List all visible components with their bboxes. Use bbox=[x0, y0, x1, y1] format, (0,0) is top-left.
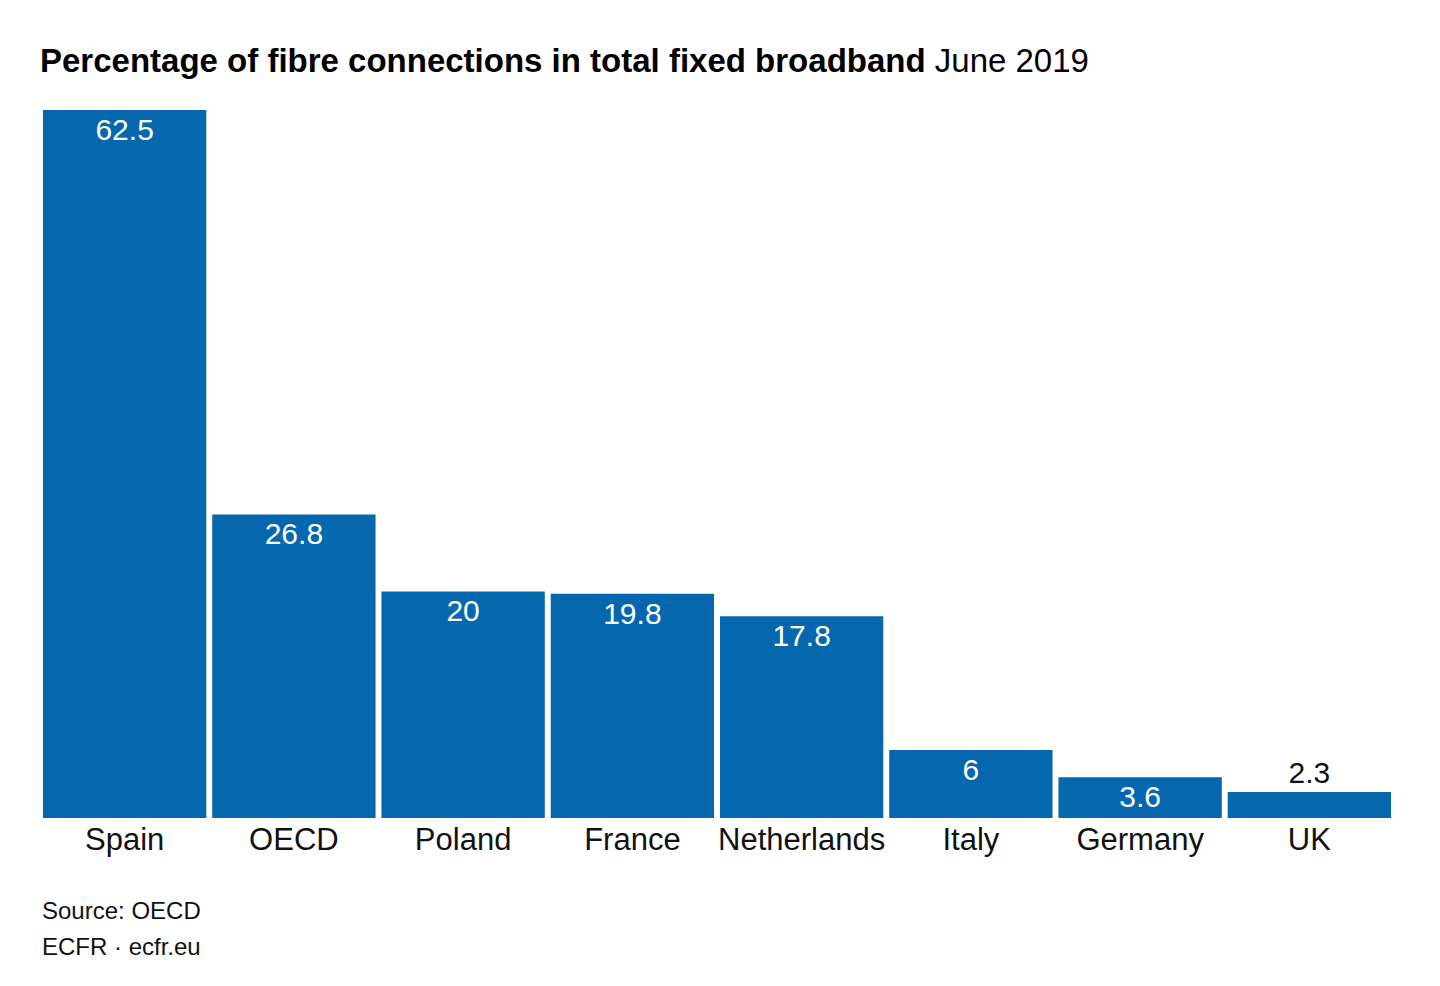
svg-text:Netherlands: Netherlands bbox=[718, 822, 885, 857]
svg-text:Italy: Italy bbox=[942, 822, 999, 857]
svg-text:Poland: Poland bbox=[415, 822, 512, 857]
svg-text:17.8: 17.8 bbox=[772, 619, 830, 652]
svg-text:19.8: 19.8 bbox=[603, 597, 661, 630]
svg-text:Source: OECD: Source: OECD bbox=[42, 897, 201, 924]
svg-text:6: 6 bbox=[963, 753, 980, 786]
svg-text:Spain: Spain bbox=[85, 822, 164, 857]
svg-text:OECD: OECD bbox=[249, 822, 339, 857]
svg-text:2.3: 2.3 bbox=[1289, 756, 1331, 789]
svg-text:26.8: 26.8 bbox=[265, 517, 323, 550]
svg-text:62.5: 62.5 bbox=[95, 113, 153, 146]
svg-text:France: France bbox=[584, 822, 680, 857]
svg-text:Percentage of fibre connection: Percentage of fibre connections in total… bbox=[40, 42, 1089, 79]
svg-text:3.6: 3.6 bbox=[1119, 780, 1161, 813]
svg-text:20: 20 bbox=[446, 594, 479, 627]
svg-text:Germany: Germany bbox=[1076, 822, 1204, 857]
svg-text:UK: UK bbox=[1288, 822, 1331, 857]
svg-text:ECFR · ecfr.eu: ECFR · ecfr.eu bbox=[42, 933, 201, 960]
